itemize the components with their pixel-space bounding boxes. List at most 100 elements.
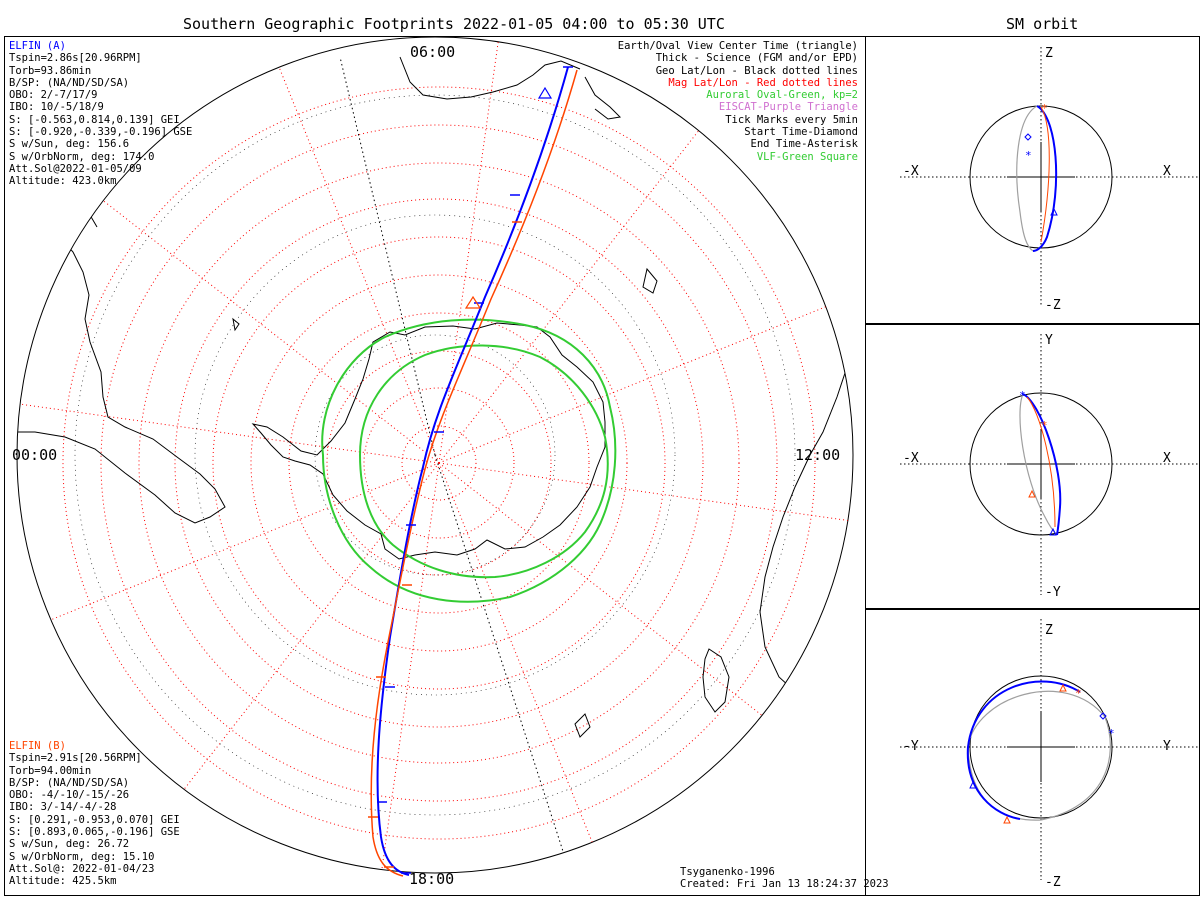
svg-text:*: * — [1019, 389, 1026, 402]
geo-latitude-circle — [314, 334, 556, 576]
axis-label-bottom: -Z — [1045, 875, 1061, 890]
elfin-b-name: ELFIN (B) — [9, 740, 66, 752]
elfin-b-info: ELFIN (B) Tspin=2.91s[20.56RPM] Torb=94.0… — [9, 740, 180, 888]
legend-item: Thick - Science (FGM and/or EPD) — [655, 52, 858, 65]
madagascar-coast — [702, 648, 730, 713]
axis-label-left: -X — [903, 451, 919, 466]
island-2 — [642, 267, 658, 294]
model-label: Tsyganenko-1996 — [680, 866, 775, 878]
legend-item: Tick Marks every 5min — [725, 113, 858, 126]
axis-label-top: Z — [1045, 623, 1053, 638]
elfin-a-info-line: Altitude: 423.0km — [9, 175, 117, 188]
geo-latitude-circle — [74, 94, 796, 816]
legend-item: Geo Lat/Lon - Black dotted lines — [655, 64, 858, 77]
auroral-oval-inner — [358, 344, 609, 579]
elfin-b-info-line: S: [0.291,-0.953,0.070] GEI — [9, 813, 180, 826]
elfin-b-info-line: Altitude: 425.5km — [9, 875, 117, 888]
mag-latitude-circle — [250, 274, 628, 652]
svg-text:*: * — [1041, 419, 1048, 432]
orbit-panel-xy: * * Y -Y -X X — [900, 333, 1200, 600]
island-1 — [574, 713, 591, 738]
mag-latitude-circle — [100, 124, 778, 802]
orbit-panel-xz: * * Z -Z -X X — [900, 46, 1200, 313]
island-3 — [232, 317, 240, 332]
elfin-a-info-line: S w/OrbNorm, deg: 174.0 — [9, 150, 155, 163]
elfin-a-info-line: Tspin=2.86s[20.96RPM] — [9, 52, 142, 65]
axis-label-top: Y — [1045, 333, 1053, 348]
elfin-b-footprint-track — [370, 69, 578, 877]
elfin-a-name: ELFIN (A) — [9, 40, 66, 52]
mag-latitude-circle — [326, 350, 552, 576]
eiscat-triangles — [464, 86, 553, 309]
time-label-right: 12:00 — [795, 446, 840, 464]
elfin-a-footprint-track — [376, 66, 569, 876]
mag-longitude-line — [99, 197, 440, 464]
elfin-b-info-line: S: [0.893,0.065,-0.196] GSE — [9, 826, 180, 839]
elfin-a-info-line: Torb=93.86min — [9, 64, 92, 77]
svg-text:*: * — [1108, 727, 1115, 740]
legend-item: Start Time-Diamond — [744, 126, 858, 139]
map-footer: Tsyganenko-1996 Created: Fri Jan 13 18:2… — [680, 866, 889, 891]
map-horizon-circle — [16, 37, 854, 874]
legend-item: End Time-Asterisk — [750, 138, 858, 151]
auroral-oval — [321, 318, 617, 603]
africa-coast — [759, 366, 853, 736]
elfin-b-info-line: Tspin=2.91s[20.56RPM] — [9, 752, 142, 765]
mag-latitude-circle — [138, 162, 740, 764]
south-america-coast — [399, 56, 622, 120]
elfin-a-info-line: S: [-0.563,0.814,0.139] GEI — [9, 113, 180, 126]
orbit-panel-yz: * * Z -Z -Y Y — [900, 619, 1200, 890]
axis-label-right: Y — [1163, 739, 1171, 754]
mag-longitude-line — [438, 123, 705, 464]
elfin-b-info-line: B/SP: (NA/ND/SD/SA) — [9, 776, 130, 789]
elfin-b-info-line: S w/Sun, deg: 26.72 — [9, 838, 130, 851]
mag-longitude-line — [438, 462, 601, 862]
mag-longitude-line — [40, 462, 440, 625]
geo-grid-lines — [339, 56, 571, 873]
axis-label-bottom: -Y — [1045, 585, 1061, 600]
auroral-oval-outer — [321, 318, 617, 603]
axis-label-left: -X — [903, 164, 919, 179]
track-tick-marks — [368, 66, 573, 874]
elfin-a-info-line: S w/Sun, deg: 156.6 — [9, 138, 130, 151]
mag-longitude-line — [438, 37, 500, 464]
map-title: Southern Geographic Footprints 2022-01-0… — [183, 15, 725, 33]
created-label: Created: Fri Jan 13 18:24:37 2023 — [680, 878, 889, 891]
mag-longitude-line — [438, 301, 838, 464]
elfin-a-info-line: Att.Sol@2022-01-05/09 — [9, 162, 142, 175]
svg-text:*: * — [1041, 102, 1048, 115]
elfin-a-info: ELFIN (A) Tspin=2.86s[20.96RPM] Torb=93.8… — [9, 40, 192, 188]
map-legend: Earth/Oval View Center Time (triangle) Th… — [618, 40, 858, 163]
axis-label-top: Z — [1045, 46, 1053, 61]
svg-text:*: * — [1025, 149, 1032, 162]
elfin-b-info-line: Att.Sol@: 2022-01-04/23 — [9, 862, 155, 875]
axis-label-right: X — [1163, 164, 1171, 179]
elfin-b-info-line: OBO: -4/-10/-15/-26 — [9, 789, 130, 802]
mag-latitude-circle — [212, 236, 666, 690]
elfin-b-info-line: IBO: 3/-14/-4/-28 — [9, 801, 117, 814]
mag-latitude-circle — [363, 387, 515, 539]
time-label-top: 06:00 — [410, 43, 455, 61]
elfin-a-info-line: S: [-0.920,-0.339,-0.196] GSE — [9, 126, 193, 139]
eiscat-triangle — [537, 86, 553, 99]
elfin-b-info-line: Torb=94.00min — [9, 764, 92, 777]
axis-label-right: X — [1163, 451, 1171, 466]
time-label-left: 00:00 — [12, 446, 57, 464]
legend-item: Auroral Oval-Green, kp=2 — [706, 89, 858, 102]
axis-label-left: -Y — [903, 739, 919, 754]
time-label-bottom: 18:00 — [409, 870, 454, 888]
svg-text:*: * — [1075, 687, 1082, 700]
elfin-a-info-line: OBO: 2/-7/17/9 — [9, 89, 98, 102]
legend-item: VLF-Green Square — [756, 150, 858, 163]
mag-longitude-line — [438, 462, 853, 524]
footprint-map: 06:00 00:00 12:00 18:00 — [12, 37, 854, 888]
australia-coast — [17, 214, 226, 524]
mag-latitude-circle — [401, 425, 477, 501]
eiscat-triangle — [464, 295, 482, 309]
legend-item: Mag Lat/Lon - Red dotted lines — [668, 76, 858, 89]
map-grid — [16, 37, 854, 874]
axis-label-bottom: -Z — [1045, 298, 1061, 313]
geo-latitude-circle — [194, 214, 676, 696]
elfin-b-info-line: S w/OrbNorm, deg: 15.10 — [9, 850, 155, 863]
legend-item: EISCAT-Purple Triangle — [718, 101, 858, 114]
